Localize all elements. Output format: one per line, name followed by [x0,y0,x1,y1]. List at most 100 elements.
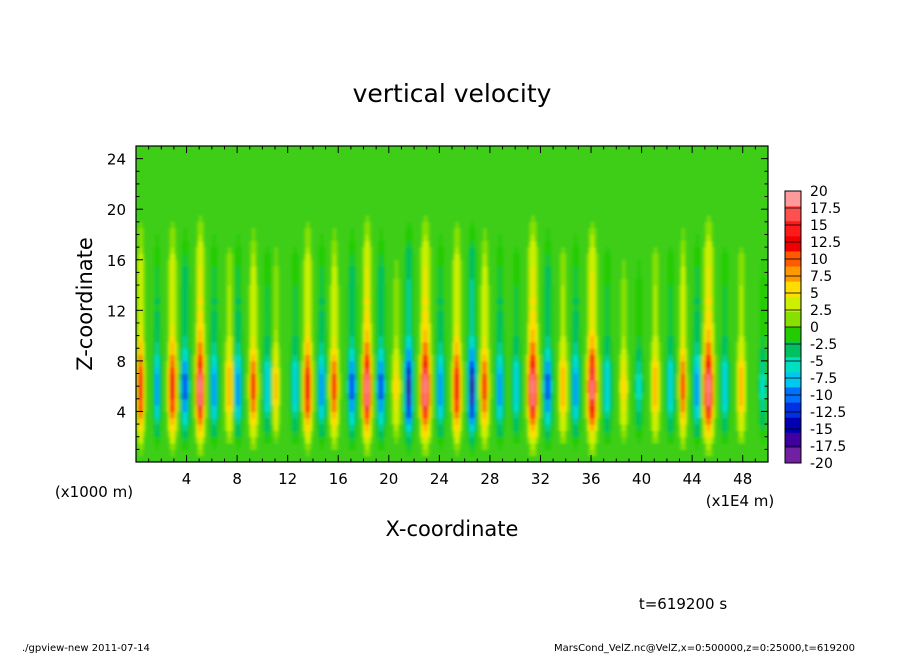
heatmap-cell [586,322,590,330]
heatmap-cell [136,386,138,394]
heatmap-cell [141,291,144,299]
heatmap-cell [593,259,597,267]
heatmap-cell [515,253,518,261]
heatmap-cell [252,285,255,292]
heatmap-cell [292,430,295,438]
heatmap-cell [531,424,535,431]
heatmap-cell [348,392,352,400]
heatmap-cell [437,379,440,387]
heatmap-cell [405,322,409,330]
heatmap-cell [572,436,576,444]
heatmap-cell [350,436,354,444]
heatmap-cell [395,424,398,431]
heatmap-cell [177,360,180,368]
heatmap-cell [262,348,265,356]
heatmap-cell [439,424,442,431]
heatmap-cell [403,266,407,273]
heatmap-cell [576,392,579,400]
heatmap-cell [498,373,502,381]
heatmap-cell [426,436,430,444]
heatmap-cell [367,341,371,349]
heatmap-cell [574,240,578,248]
heatmap-cell [376,424,379,431]
heatmap-cell [157,379,160,387]
heatmap-cell [529,304,533,311]
heatmap-cell [604,304,607,311]
heatmap-cell [269,354,273,362]
heatmap-cell [201,398,204,406]
heatmap-cell [411,285,415,292]
heatmap-cell [184,348,187,356]
heatmap-cell [474,392,478,400]
heatmap-cell [316,417,320,425]
heatmap-cell [558,417,561,425]
heatmap-cell [381,436,385,444]
heatmap-cell [348,335,352,343]
heatmap-cell [354,405,358,413]
heatmap-cell [269,341,273,349]
heatmap-cell [271,405,275,413]
heatmap-cell [248,329,251,337]
heatmap-cell [213,373,216,381]
heatmap-cell [262,367,265,375]
heatmap-cell [352,443,356,450]
heatmap-cell [197,354,200,362]
heatmap-cell [496,379,500,387]
heatmap-cell [474,398,478,406]
heatmap-cell [470,335,474,343]
heatmap-cell [264,360,267,368]
heatmap-cell [230,379,233,387]
heatmap-cell [441,405,444,413]
heatmap-cell [498,234,502,242]
heatmap-cell [531,443,535,450]
heatmap-cell [310,424,313,431]
heatmap-cell [141,266,144,273]
heatmap-cell [195,259,198,267]
heatmap-cell [352,386,356,394]
heatmap-cell [452,316,455,324]
heatmap-cell [199,234,202,242]
heatmap-cell [350,424,354,431]
heatmap-cell [266,367,269,375]
heatmap-cell [367,329,371,337]
heatmap-cell [266,266,269,273]
heatmap-cell [533,253,537,261]
heatmap-cell [331,430,334,438]
heatmap-cell [141,285,144,292]
heatmap-cell [391,373,394,381]
heatmap-cell [570,411,574,419]
heatmap-cell [560,373,563,381]
heatmap-cell [378,278,381,286]
heatmap-cell [405,278,409,286]
heatmap-cell [517,316,520,324]
heatmap-cell [544,285,548,292]
heatmap-cell [467,367,470,375]
heatmap-cell [474,436,478,444]
heatmap-column [417,215,434,457]
heatmap-cell [304,436,308,444]
heatmap-cell [543,360,546,368]
heatmap-cell [604,329,607,337]
heatmap-cell [517,348,520,356]
heatmap-cell [329,291,332,299]
heatmap-cell [352,266,356,273]
heatmap-cell [536,392,539,400]
heatmap-cell [586,430,590,438]
heatmap-cell [182,266,185,273]
heatmap-cell [591,449,594,457]
heatmap-cell [139,285,142,292]
heatmap-cell [228,436,231,444]
heatmap-cell [586,341,590,349]
heatmap-cell [409,259,413,267]
heatmap-cell [262,354,265,362]
heatmap-cell [419,379,423,387]
heatmap-cell [360,373,363,381]
heatmap-cell [395,310,398,318]
heatmap-cell [465,360,468,368]
heatmap-cell [336,392,340,400]
heatmap-cell [167,392,171,400]
heatmap-cell [308,436,312,444]
heatmap-cell [574,291,578,299]
heatmap-cell [450,398,453,406]
heatmap-cell [597,398,601,406]
